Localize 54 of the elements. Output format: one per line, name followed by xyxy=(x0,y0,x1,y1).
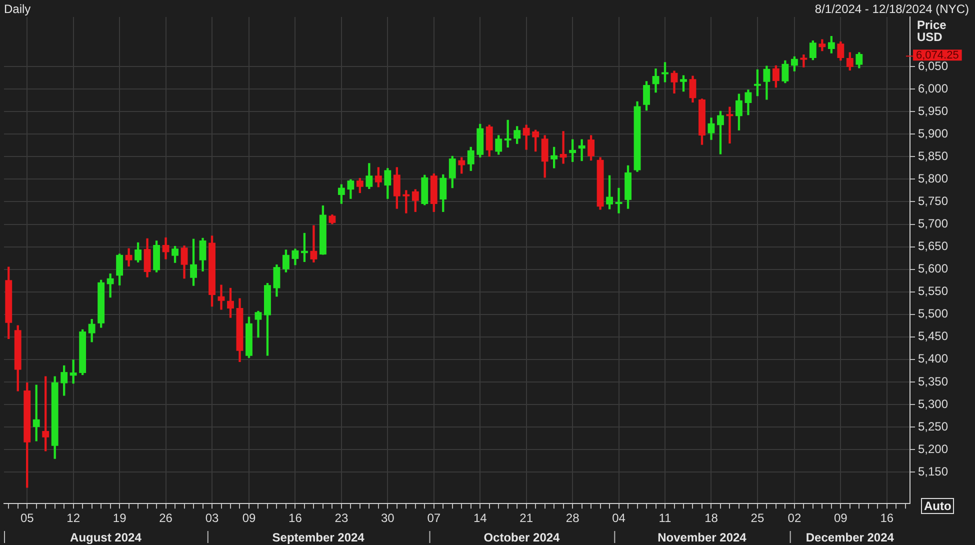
y-tick-label: 5,200 xyxy=(918,442,948,456)
text: August 2024 xyxy=(70,530,142,544)
x-tick-label: 28 xyxy=(566,511,580,526)
y-tick-label: 5,350 xyxy=(918,374,948,388)
y-tick-label: 5,250 xyxy=(918,419,948,434)
x-tick-label: 07 xyxy=(427,511,441,526)
x-tick-label: 19 xyxy=(112,511,127,526)
x-tick-label: 16 xyxy=(880,511,894,526)
y-tick-label: 5,800 xyxy=(918,172,948,186)
y-tick-label: 5,300 xyxy=(918,396,948,411)
y-axis-title: Price USD xyxy=(917,18,948,44)
candlestick xyxy=(560,131,567,164)
text: November 2024 xyxy=(658,530,747,544)
x-tick-label: 21 xyxy=(520,511,534,526)
chart-subtitle: 8/1/2024 - 12/18/2024 (NYC) xyxy=(814,2,969,16)
x-tick-label: 16 xyxy=(288,511,302,526)
candlestick xyxy=(218,284,225,310)
y-tick-label: 5,900 xyxy=(918,126,948,140)
ref-line-label: 6,074.25 xyxy=(916,50,959,62)
x-tick-label: 14 xyxy=(473,511,488,526)
y-tick-label: 6,000 xyxy=(918,81,948,96)
candlestick xyxy=(800,54,808,68)
text: October 2024 xyxy=(484,530,560,544)
x-tick-label: 12 xyxy=(66,511,80,526)
y-tick-label: 5,400 xyxy=(918,352,948,366)
y-tick-label: 5,650 xyxy=(918,239,948,254)
y-tick-label: 5,700 xyxy=(918,216,948,231)
y-tick-label: 5,850 xyxy=(918,148,948,163)
x-tick-label: 30 xyxy=(380,511,395,526)
x-tick-label: 09 xyxy=(834,511,848,526)
candlestick xyxy=(615,188,622,214)
chart-title: Daily xyxy=(4,2,31,16)
x-tick-label: 25 xyxy=(750,511,764,526)
auto-button: Auto xyxy=(921,498,954,514)
x-tick-label: 04 xyxy=(612,511,626,526)
x-tick-label: 26 xyxy=(159,511,173,526)
x-tick-label: 03 xyxy=(205,511,220,526)
y-tick-label: 5,950 xyxy=(918,104,948,118)
y-tick-label: 5,150 xyxy=(918,464,948,478)
text: December 2024 xyxy=(806,530,894,544)
text: September 2024 xyxy=(272,530,365,544)
y-tick-label: 5,500 xyxy=(918,306,948,321)
x-tick-label: 02 xyxy=(788,511,802,526)
x-tick-label: 05 xyxy=(20,511,34,526)
x-tick-label: 09 xyxy=(242,511,256,526)
x-tick-label: 11 xyxy=(658,511,672,526)
x-tick-label: 18 xyxy=(704,511,718,526)
y-tick-label: 5,550 xyxy=(918,284,948,298)
y-tick-label: 5,600 xyxy=(918,262,948,276)
y-tick-label: 5,450 xyxy=(918,329,948,344)
x-tick-label: 23 xyxy=(334,511,348,526)
y-tick-label: 5,750 xyxy=(918,194,948,208)
candlestick xyxy=(578,139,586,162)
candlestick xyxy=(726,106,734,144)
